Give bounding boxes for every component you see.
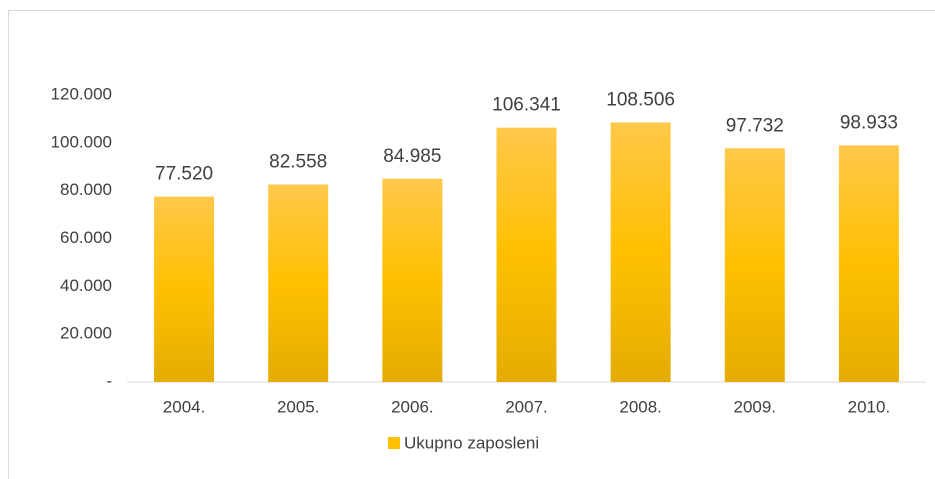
value-label: 108.506 xyxy=(606,90,675,111)
legend-label: Ukupno zaposleni xyxy=(404,433,539,452)
x-tick-label: 2009. xyxy=(734,397,777,416)
x-tick-label: 2008. xyxy=(619,397,662,416)
value-label: 97.732 xyxy=(726,115,784,136)
y-tick-label: 40.000 xyxy=(60,276,112,295)
x-tick-label: 2006. xyxy=(391,397,434,416)
bar xyxy=(268,184,329,382)
value-label: 106.341 xyxy=(492,95,561,116)
x-tick-label: 2004. xyxy=(163,397,206,416)
value-label: 82.558 xyxy=(269,152,327,173)
bar xyxy=(496,127,557,382)
x-tick-label: 2010. xyxy=(848,397,891,416)
y-tick-label: 80.000 xyxy=(60,180,112,199)
value-label: 84.985 xyxy=(383,146,441,167)
chart-border xyxy=(8,10,935,479)
y-tick-label: - xyxy=(106,371,112,390)
x-tick-label: 2007. xyxy=(505,397,548,416)
bar xyxy=(610,122,671,383)
bar xyxy=(382,178,443,382)
bar xyxy=(724,148,785,382)
value-label: 98.933 xyxy=(840,112,898,133)
y-tick-label: 60.000 xyxy=(60,228,112,247)
value-label: 77.520 xyxy=(155,164,213,185)
x-tick-label: 2005. xyxy=(277,397,320,416)
bar xyxy=(154,196,215,382)
y-tick-label: 120.000 xyxy=(51,84,112,103)
legend-swatch xyxy=(388,437,400,449)
y-tick-label: 20.000 xyxy=(60,324,112,343)
bar xyxy=(838,145,899,382)
y-tick-label: 100.000 xyxy=(51,132,112,151)
